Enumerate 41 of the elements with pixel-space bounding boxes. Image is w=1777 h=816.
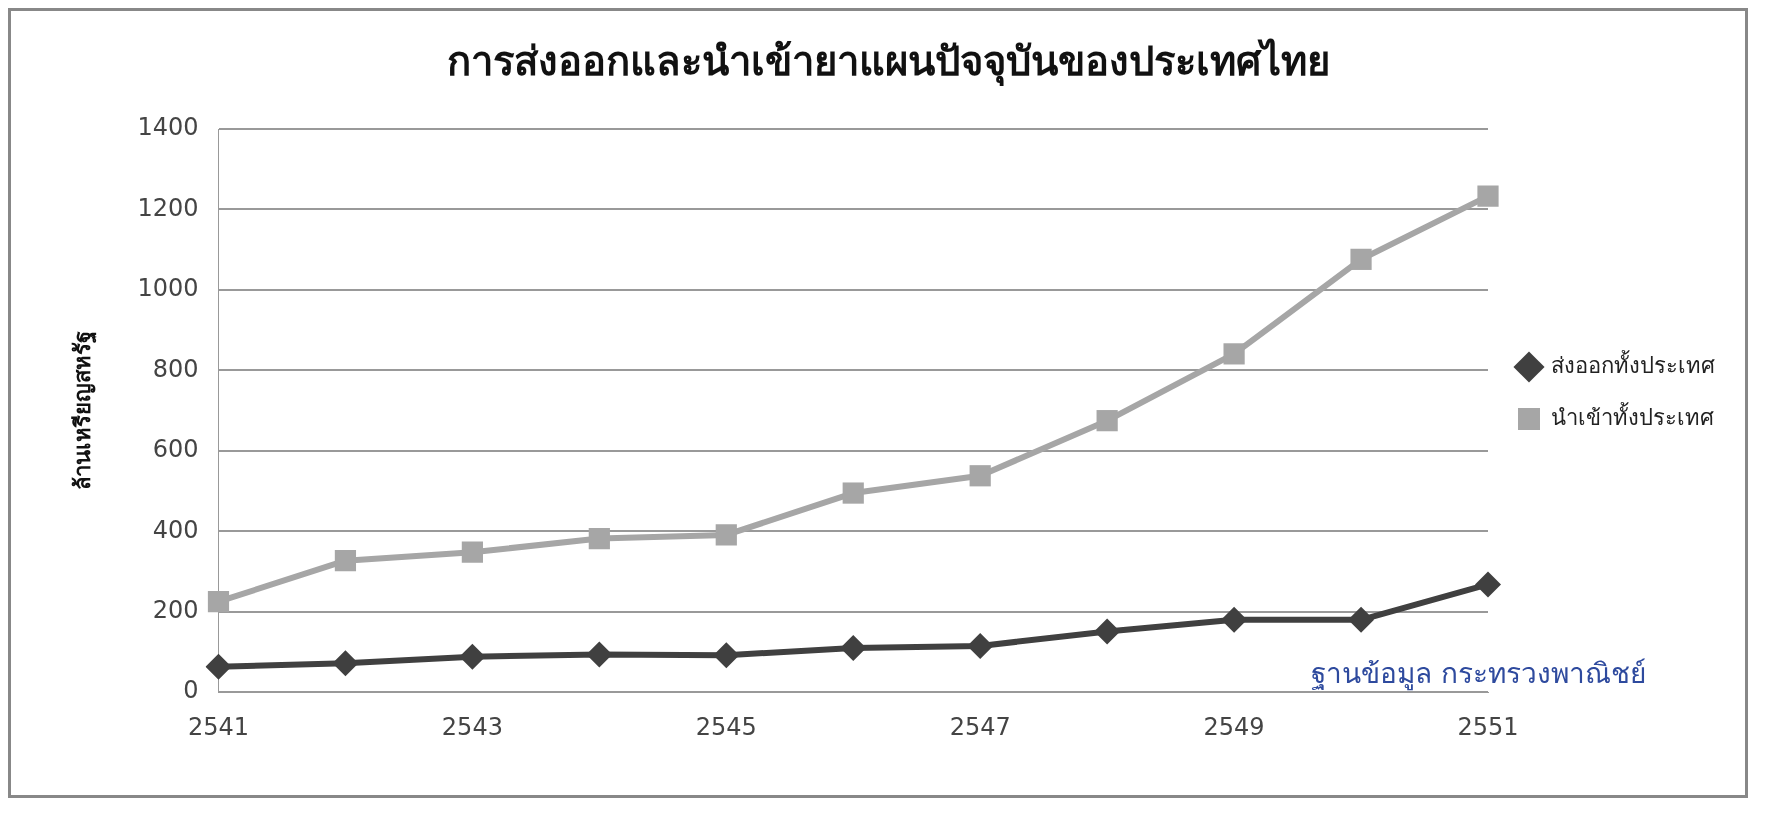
x-tick-label: 2543 [441, 712, 503, 741]
point [1477, 185, 1499, 207]
legend-label: ส่งออกทั้งประเทศ [1551, 349, 1715, 378]
point [332, 650, 359, 677]
point [967, 632, 994, 659]
x-tick-label: 2551 [1457, 712, 1519, 741]
point [588, 527, 610, 550]
y-axis-title: ล้านเหรียญสหรัฐ [69, 331, 97, 491]
point [334, 550, 357, 572]
point [205, 653, 232, 680]
point [969, 465, 991, 487]
point [1348, 606, 1375, 633]
point [586, 641, 613, 668]
point [1096, 410, 1118, 432]
point [713, 642, 740, 669]
chart-title: การส่งออกและนำเข้ายาแผนปัจจุบันของประเทศไทย [446, 37, 1330, 88]
y-tick-label: 0 [183, 676, 199, 705]
legend-label: นำเข้าทั้งประเทศ [1551, 401, 1714, 430]
point [840, 634, 867, 661]
x-tick-label: 2549 [1203, 712, 1265, 741]
y-tick-label: 400 [152, 515, 199, 544]
point [715, 524, 737, 546]
point [1475, 571, 1501, 598]
point [1350, 248, 1372, 270]
point [1221, 606, 1248, 633]
y-tick-label: 200 [152, 595, 199, 624]
x-tick-label: 2547 [949, 712, 1011, 741]
x-tick-label: 2541 [187, 712, 250, 741]
point [1094, 618, 1121, 645]
annotation: ฐานข้อมูล กระทรวงพาณิชย์ [1311, 656, 1646, 693]
point [207, 591, 230, 613]
point [842, 482, 864, 504]
point [459, 643, 486, 670]
point [1223, 343, 1245, 365]
y-tick-label: 1200 [137, 193, 199, 222]
y-tick-label: 1400 [137, 113, 199, 142]
y-tick-label: 800 [152, 354, 199, 383]
point [461, 541, 483, 563]
y-tick-label: 600 [152, 435, 199, 464]
x-tick-label: 2545 [695, 712, 757, 741]
y-tick-label: 1000 [137, 274, 199, 303]
